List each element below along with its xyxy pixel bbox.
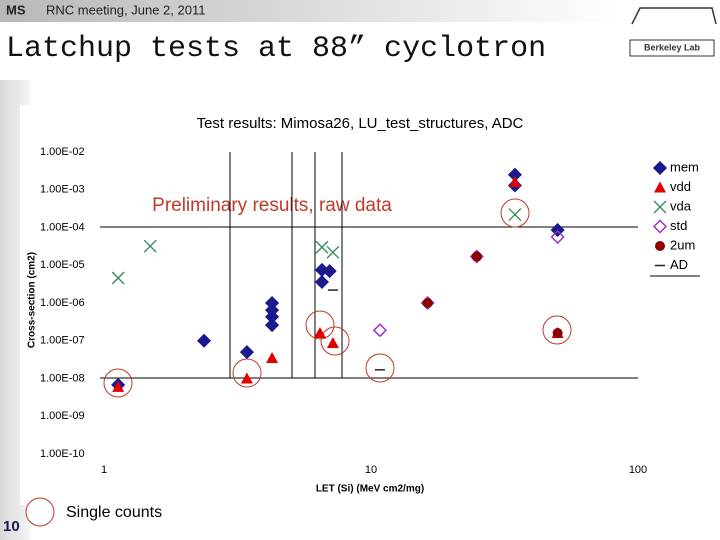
marker (326, 337, 339, 349)
marker (508, 208, 522, 222)
marker (143, 239, 157, 253)
legend-label: vdd (670, 179, 691, 194)
marker (326, 245, 340, 259)
header-left: MS (6, 2, 26, 17)
marker (239, 345, 254, 360)
single-count-circles (103, 198, 572, 398)
y-tick-label: 1.00E-02 (40, 146, 85, 158)
logo: Berkeley Lab (629, 7, 717, 57)
marker (314, 274, 329, 290)
x-tick-label: 1 (101, 464, 107, 476)
legend-marker (652, 160, 668, 176)
marker (315, 240, 329, 254)
x-tick-label: 10 (365, 464, 377, 476)
y-tick-label: 1.00E-06 (40, 297, 85, 309)
marker (266, 351, 279, 363)
x-tick-label: 100 (629, 464, 647, 476)
legend-label: vda (670, 198, 692, 213)
marker (550, 229, 565, 245)
marker (322, 264, 337, 279)
marker (240, 372, 253, 384)
chart-title: Test results: Mimosa26, LU_test_structur… (197, 115, 524, 132)
legend-label: AD (670, 257, 688, 272)
y-axis-label: Cross-section (cm2) (27, 252, 38, 348)
marker (112, 380, 125, 392)
page-number: 10 (3, 518, 20, 535)
legend-marker (653, 200, 667, 214)
legend-marker (655, 241, 665, 251)
y-tick-label: 1.00E-04 (40, 221, 85, 233)
marker (422, 298, 433, 308)
marker (508, 176, 521, 188)
header-bar (0, 0, 620, 22)
annotation: Preliminary results, raw data (152, 195, 392, 216)
y-tick-label: 1.00E-03 (40, 184, 85, 196)
legend-label: 2um (670, 237, 695, 252)
y-tick-label: 1.00E-10 (40, 448, 85, 460)
marker (264, 318, 280, 333)
reference-lines (100, 152, 638, 379)
note: Single counts (66, 504, 162, 521)
y-tick-label: 1.00E-09 (40, 410, 85, 422)
logo-text: Berkeley Lab (644, 42, 701, 52)
marker (471, 251, 482, 262)
chart-area (20, 105, 720, 505)
marker (372, 323, 387, 338)
legend-marker (652, 219, 668, 234)
marker (313, 327, 326, 339)
note-circle (25, 497, 55, 527)
legend-label: mem (670, 159, 699, 174)
y-tick-label: 1.00E-05 (40, 259, 85, 271)
y-tick-label: 1.00E-08 (40, 372, 85, 384)
marker (111, 271, 125, 285)
header-meeting: RNC meeting, June 2, 2011 (46, 2, 205, 17)
x-axis-label: LET (Si) (MeV cm2/mg) (316, 484, 424, 495)
legend-label: std (670, 218, 687, 233)
y-tick-label: 1.00E-07 (40, 335, 85, 347)
marker (552, 328, 563, 339)
legend-marker (654, 181, 666, 193)
marker (196, 333, 212, 348)
slide-title: Latchup tests at 88” cyclotron (6, 32, 546, 66)
